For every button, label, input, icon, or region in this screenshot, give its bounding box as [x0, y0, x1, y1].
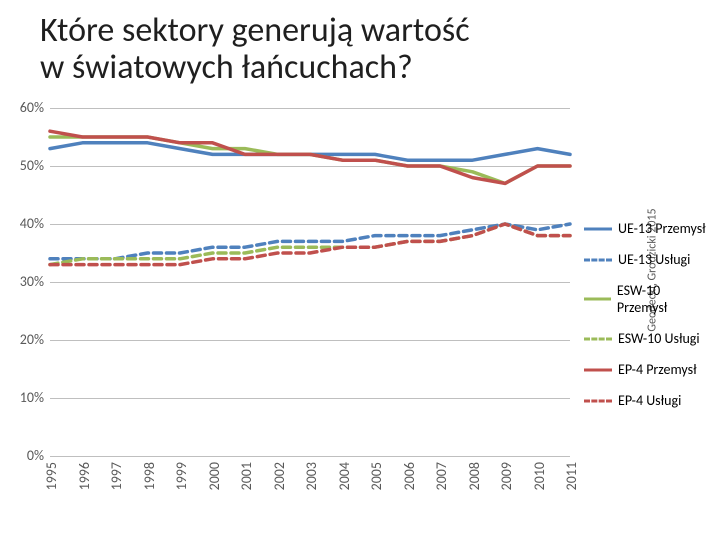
- legend-item: ESW-10 Przemysł: [584, 282, 710, 316]
- legend-item: EP-4 Przemysł: [584, 361, 710, 378]
- legend-swatch: [584, 253, 612, 267]
- legend-label: EP-4 Usługi: [618, 392, 681, 409]
- legend-label: UE-13 Usługi: [618, 251, 690, 268]
- legend-swatch: [584, 363, 612, 377]
- legend-label: EP-4 Przemysł: [618, 361, 697, 378]
- legend-label: ESW-10 Przemysł: [617, 282, 710, 316]
- legend-item: UE-13 Usługi: [584, 251, 710, 268]
- series-line: [50, 143, 570, 160]
- legend-swatch: [584, 332, 612, 346]
- legend-label: UE-13 Przemysł: [618, 220, 706, 237]
- legend-swatch: [584, 292, 611, 306]
- chart-legend: UE-13 Przemysł UE-13 Usługi ESW-10 Przemys…: [584, 220, 710, 423]
- legend-label: ESW-10 Usługi: [618, 330, 700, 347]
- legend-swatch: [584, 394, 612, 408]
- legend-item: UE-13 Przemysł: [584, 220, 710, 237]
- legend-swatch: [584, 222, 612, 236]
- legend-item: EP-4 Usługi: [584, 392, 710, 409]
- legend-item: ESW-10 Usługi: [584, 330, 710, 347]
